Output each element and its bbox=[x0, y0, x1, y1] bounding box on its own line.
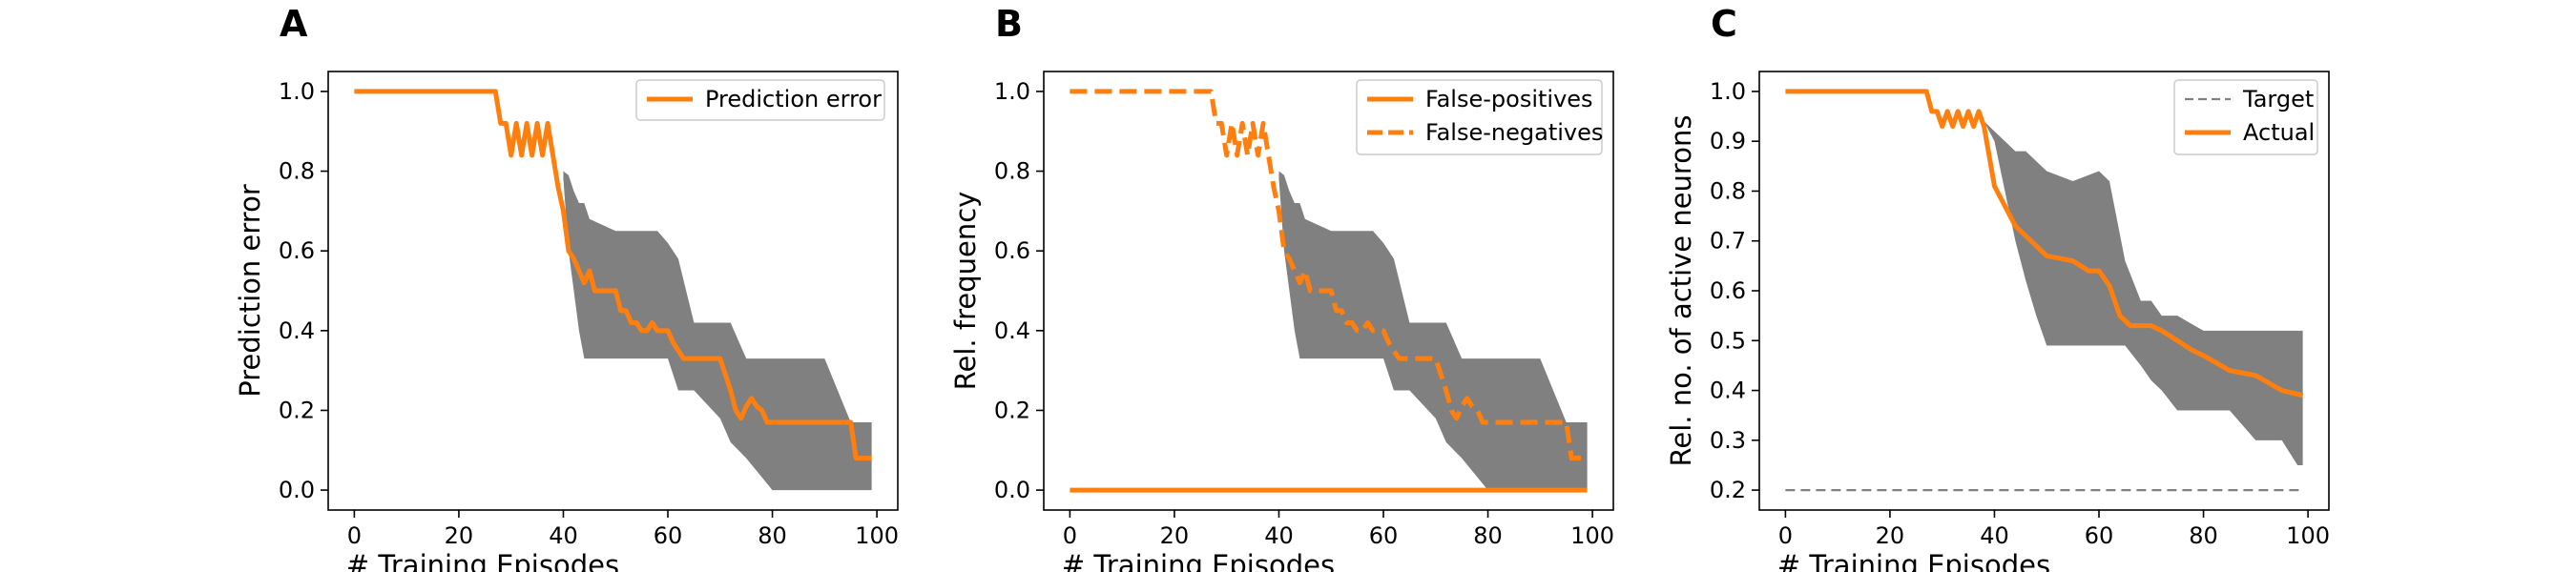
x-tick-label: 0 bbox=[1778, 522, 1793, 549]
y-tick-label: 0.2 bbox=[994, 397, 1030, 423]
x-axis-label: # Training Episodes bbox=[1062, 549, 1335, 572]
y-axis-label: Prediction error bbox=[234, 184, 266, 398]
x-tick-label: 0 bbox=[1063, 522, 1077, 549]
legend-box bbox=[635, 79, 885, 121]
y-tick-label: 1.0 bbox=[279, 78, 315, 105]
y-tick-label: 0.8 bbox=[279, 158, 315, 185]
y-tick-label: 1.0 bbox=[994, 78, 1030, 105]
y-tick-label: 0.4 bbox=[994, 317, 1030, 344]
legend-label: Prediction error bbox=[705, 86, 882, 112]
x-tick-label: 40 bbox=[1264, 522, 1294, 549]
y-tick-label: 0.7 bbox=[1710, 228, 1746, 255]
x-axis-label: # Training Episodes bbox=[346, 549, 619, 572]
y-tick-label: 0.0 bbox=[994, 477, 1030, 503]
x-tick-label: 40 bbox=[1980, 522, 2009, 549]
panel-a: 0 20 40 60 80 100 0.0 0.2 0.4 0.6 0.8 1.0 A Predict… bbox=[234, 3, 899, 572]
y-tick-label: 0.8 bbox=[994, 158, 1030, 185]
y-tick-label: 0.2 bbox=[1710, 477, 1746, 503]
legend-label: Actual bbox=[2243, 119, 2315, 146]
y-tick-label: 0.5 bbox=[1710, 327, 1746, 354]
x-tick-label: 80 bbox=[2189, 522, 2218, 549]
shaded-band bbox=[1984, 121, 2303, 465]
x-tick-label: 20 bbox=[445, 522, 474, 549]
panel-letter: C bbox=[1711, 3, 1737, 45]
y-tick-label: 0.4 bbox=[279, 317, 315, 344]
panel-letter: B bbox=[995, 3, 1023, 45]
x-tick-label: 20 bbox=[1876, 522, 1905, 549]
y-axis-label: Rel. frequency bbox=[949, 192, 982, 391]
x-tick-label: 20 bbox=[1160, 522, 1190, 549]
y-tick-label: 0.4 bbox=[1710, 378, 1746, 404]
x-tick-label: 0 bbox=[347, 522, 362, 549]
y-tick-label: 1.0 bbox=[1710, 78, 1746, 105]
x-tick-label: 60 bbox=[654, 522, 683, 549]
y-tick-label: 0.9 bbox=[1710, 128, 1746, 154]
series-line bbox=[354, 89, 872, 461]
legend-label: False-positives bbox=[1425, 86, 1593, 112]
x-tick-label: 40 bbox=[549, 522, 578, 549]
y-tick-label: 0.3 bbox=[1710, 427, 1746, 454]
y-tick-label: 0.6 bbox=[994, 237, 1030, 264]
x-tick-label: 80 bbox=[1473, 522, 1503, 549]
shaded-band bbox=[1278, 171, 1588, 491]
y-tick-label: 0.2 bbox=[279, 397, 315, 423]
x-axis-label: # Training Episodes bbox=[1777, 549, 2050, 572]
series-line bbox=[1070, 89, 1588, 461]
y-tick-label: 0.6 bbox=[1710, 277, 1746, 304]
legend-label: Target bbox=[2242, 86, 2314, 112]
x-tick-label: 80 bbox=[758, 522, 787, 549]
panel-c: 0 20 40 60 80 1000.20.30.40.50.60.70.80.91.0 … bbox=[1665, 3, 2330, 572]
legend-box bbox=[2173, 79, 2318, 155]
y-tick-label: 0.8 bbox=[1710, 177, 1746, 204]
plot-frame bbox=[1043, 71, 1614, 511]
y-axis-label: Rel. no. of active neurons bbox=[1665, 115, 1697, 467]
panel-b: 0 20 40 60 80 100 0.0 0.2 0.4 0.6 0.8 1.0 B Rel. fr… bbox=[949, 3, 1614, 572]
x-tick-label: 100 bbox=[2286, 522, 2330, 549]
legend-label: False-negatives bbox=[1425, 119, 1603, 146]
legend-box bbox=[1356, 79, 1603, 155]
series-line bbox=[1785, 89, 2304, 398]
x-tick-label: 100 bbox=[1570, 522, 1614, 549]
x-tick-label: 60 bbox=[1369, 522, 1399, 549]
x-tick-label: 100 bbox=[855, 522, 899, 549]
panel-letter: A bbox=[280, 3, 308, 45]
y-tick-label: 0.0 bbox=[279, 477, 315, 503]
y-tick-label: 0.6 bbox=[279, 237, 315, 264]
shaded-band bbox=[563, 171, 872, 491]
x-tick-label: 60 bbox=[2085, 522, 2114, 549]
plot-frame bbox=[327, 71, 899, 511]
